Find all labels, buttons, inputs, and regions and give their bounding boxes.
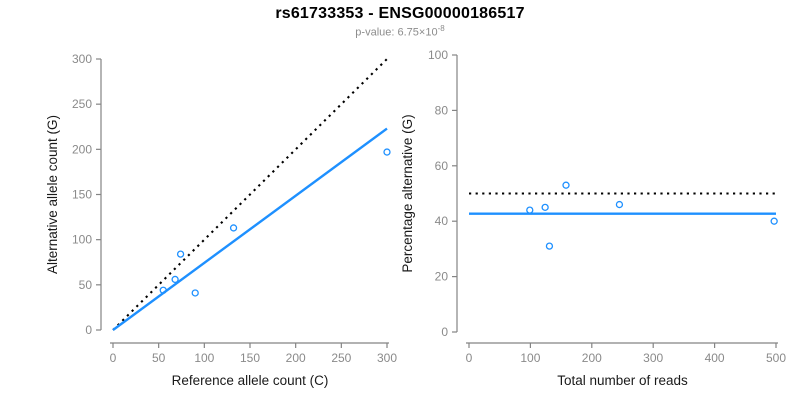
data-point bbox=[383, 148, 391, 156]
y-tick-label: 60 bbox=[435, 159, 449, 173]
data-point bbox=[545, 242, 554, 250]
x-axis-title: Reference allele count (C) bbox=[172, 373, 329, 388]
data-point bbox=[526, 206, 534, 214]
x-tick-label: 150 bbox=[240, 351, 260, 365]
y-tick-label: 50 bbox=[79, 278, 93, 292]
x-tick-label: 250 bbox=[331, 351, 351, 365]
y-axis-title: Percentage alternative (G) bbox=[400, 114, 415, 272]
p-value-text: p-value: 6.75×10 bbox=[355, 26, 438, 39]
y-tick-label: 0 bbox=[85, 323, 92, 337]
data-point bbox=[562, 181, 570, 189]
x-tick-label: 200 bbox=[582, 351, 602, 365]
x-tick-label: 0 bbox=[466, 351, 473, 365]
axes bbox=[96, 58, 389, 348]
x-tick-label: 100 bbox=[194, 351, 214, 365]
y-tick-label: 0 bbox=[441, 325, 448, 339]
x-tick-label: 100 bbox=[520, 351, 540, 365]
tick-labels: 0 20 40 60 80 100 0 100 200 300 400 500 bbox=[428, 48, 786, 365]
y-tick-label: 200 bbox=[72, 142, 92, 156]
x-tick-label: 200 bbox=[286, 351, 306, 365]
x-axis-title: Total number of reads bbox=[557, 373, 688, 388]
y-tick-label: 150 bbox=[72, 188, 92, 202]
y-tick-label: 40 bbox=[435, 214, 449, 228]
figure-title: rs61733353 - ENSG00000186517 bbox=[275, 5, 525, 22]
x-tick-label: 400 bbox=[705, 351, 725, 365]
data-point bbox=[159, 286, 167, 294]
y-tick-label: 300 bbox=[72, 52, 92, 66]
p-value-exponent: -8 bbox=[437, 24, 445, 33]
data-points bbox=[159, 148, 391, 297]
axes bbox=[452, 54, 778, 348]
x-tick-label: 50 bbox=[152, 351, 166, 365]
data-point bbox=[770, 217, 778, 225]
x-tick-label: 300 bbox=[643, 351, 663, 365]
x-tick-label: 300 bbox=[377, 351, 397, 365]
x-tick-label: 500 bbox=[766, 351, 786, 365]
data-point bbox=[176, 250, 185, 258]
data-points bbox=[526, 181, 778, 250]
y-tick-label: 100 bbox=[72, 233, 92, 247]
y-axis-title: Alternative allele count (G) bbox=[45, 115, 60, 274]
data-point bbox=[191, 289, 199, 297]
y-tick-label: 250 bbox=[72, 97, 92, 111]
axis-titles: Total number of reads Percentage alternat… bbox=[400, 114, 688, 388]
data-point bbox=[229, 224, 238, 232]
axis-titles: Reference allele count (C) Alternative al… bbox=[45, 115, 328, 388]
data-point bbox=[541, 203, 549, 212]
x-tick-label: 0 bbox=[110, 351, 117, 365]
allele-count-scatter-plot: 0 50 100 150 200 250 300 0 50 100 150 200 250 300 Refe… bbox=[45, 52, 397, 388]
data-point bbox=[171, 275, 179, 284]
identity-line bbox=[112, 58, 388, 331]
p-value-subtitle: p-value: 6.75×10-8 bbox=[0, 24, 800, 39]
data-point bbox=[615, 200, 624, 209]
y-tick-label: 80 bbox=[435, 103, 449, 117]
tick-labels: 0 50 100 150 200 250 300 0 50 100 150 200 250 300 bbox=[72, 52, 397, 365]
fit-line bbox=[112, 127, 388, 331]
percentage-reads-scatter-plot: 0 20 40 60 80 100 0 100 200 300 400 500 Total number… bbox=[400, 48, 786, 388]
y-tick-label: 100 bbox=[428, 48, 448, 62]
y-tick-label: 20 bbox=[435, 270, 449, 284]
